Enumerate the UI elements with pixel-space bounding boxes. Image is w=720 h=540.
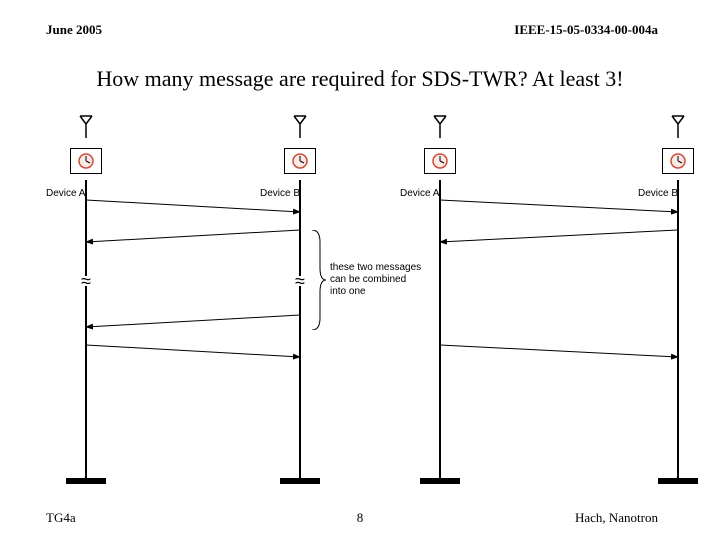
msg-arrows-right — [0, 100, 720, 500]
brace-icon — [310, 230, 326, 330]
page-title: How many message are required for SDS-TW… — [0, 66, 720, 92]
header-date: June 2005 — [46, 22, 102, 38]
footer-author: Hach, Nanotron — [575, 510, 658, 526]
header-docid: IEEE-15-05-0334-00-004a — [514, 22, 658, 38]
combine-note: these two messages can be combined into … — [330, 262, 440, 298]
note-line2: can be combined — [330, 274, 406, 285]
note-line3: into one — [330, 286, 366, 297]
sds-twr-diagram: Device A Device B ≈ ≈ Device A Device B — [0, 100, 720, 500]
note-line1: these two messages — [330, 262, 421, 273]
